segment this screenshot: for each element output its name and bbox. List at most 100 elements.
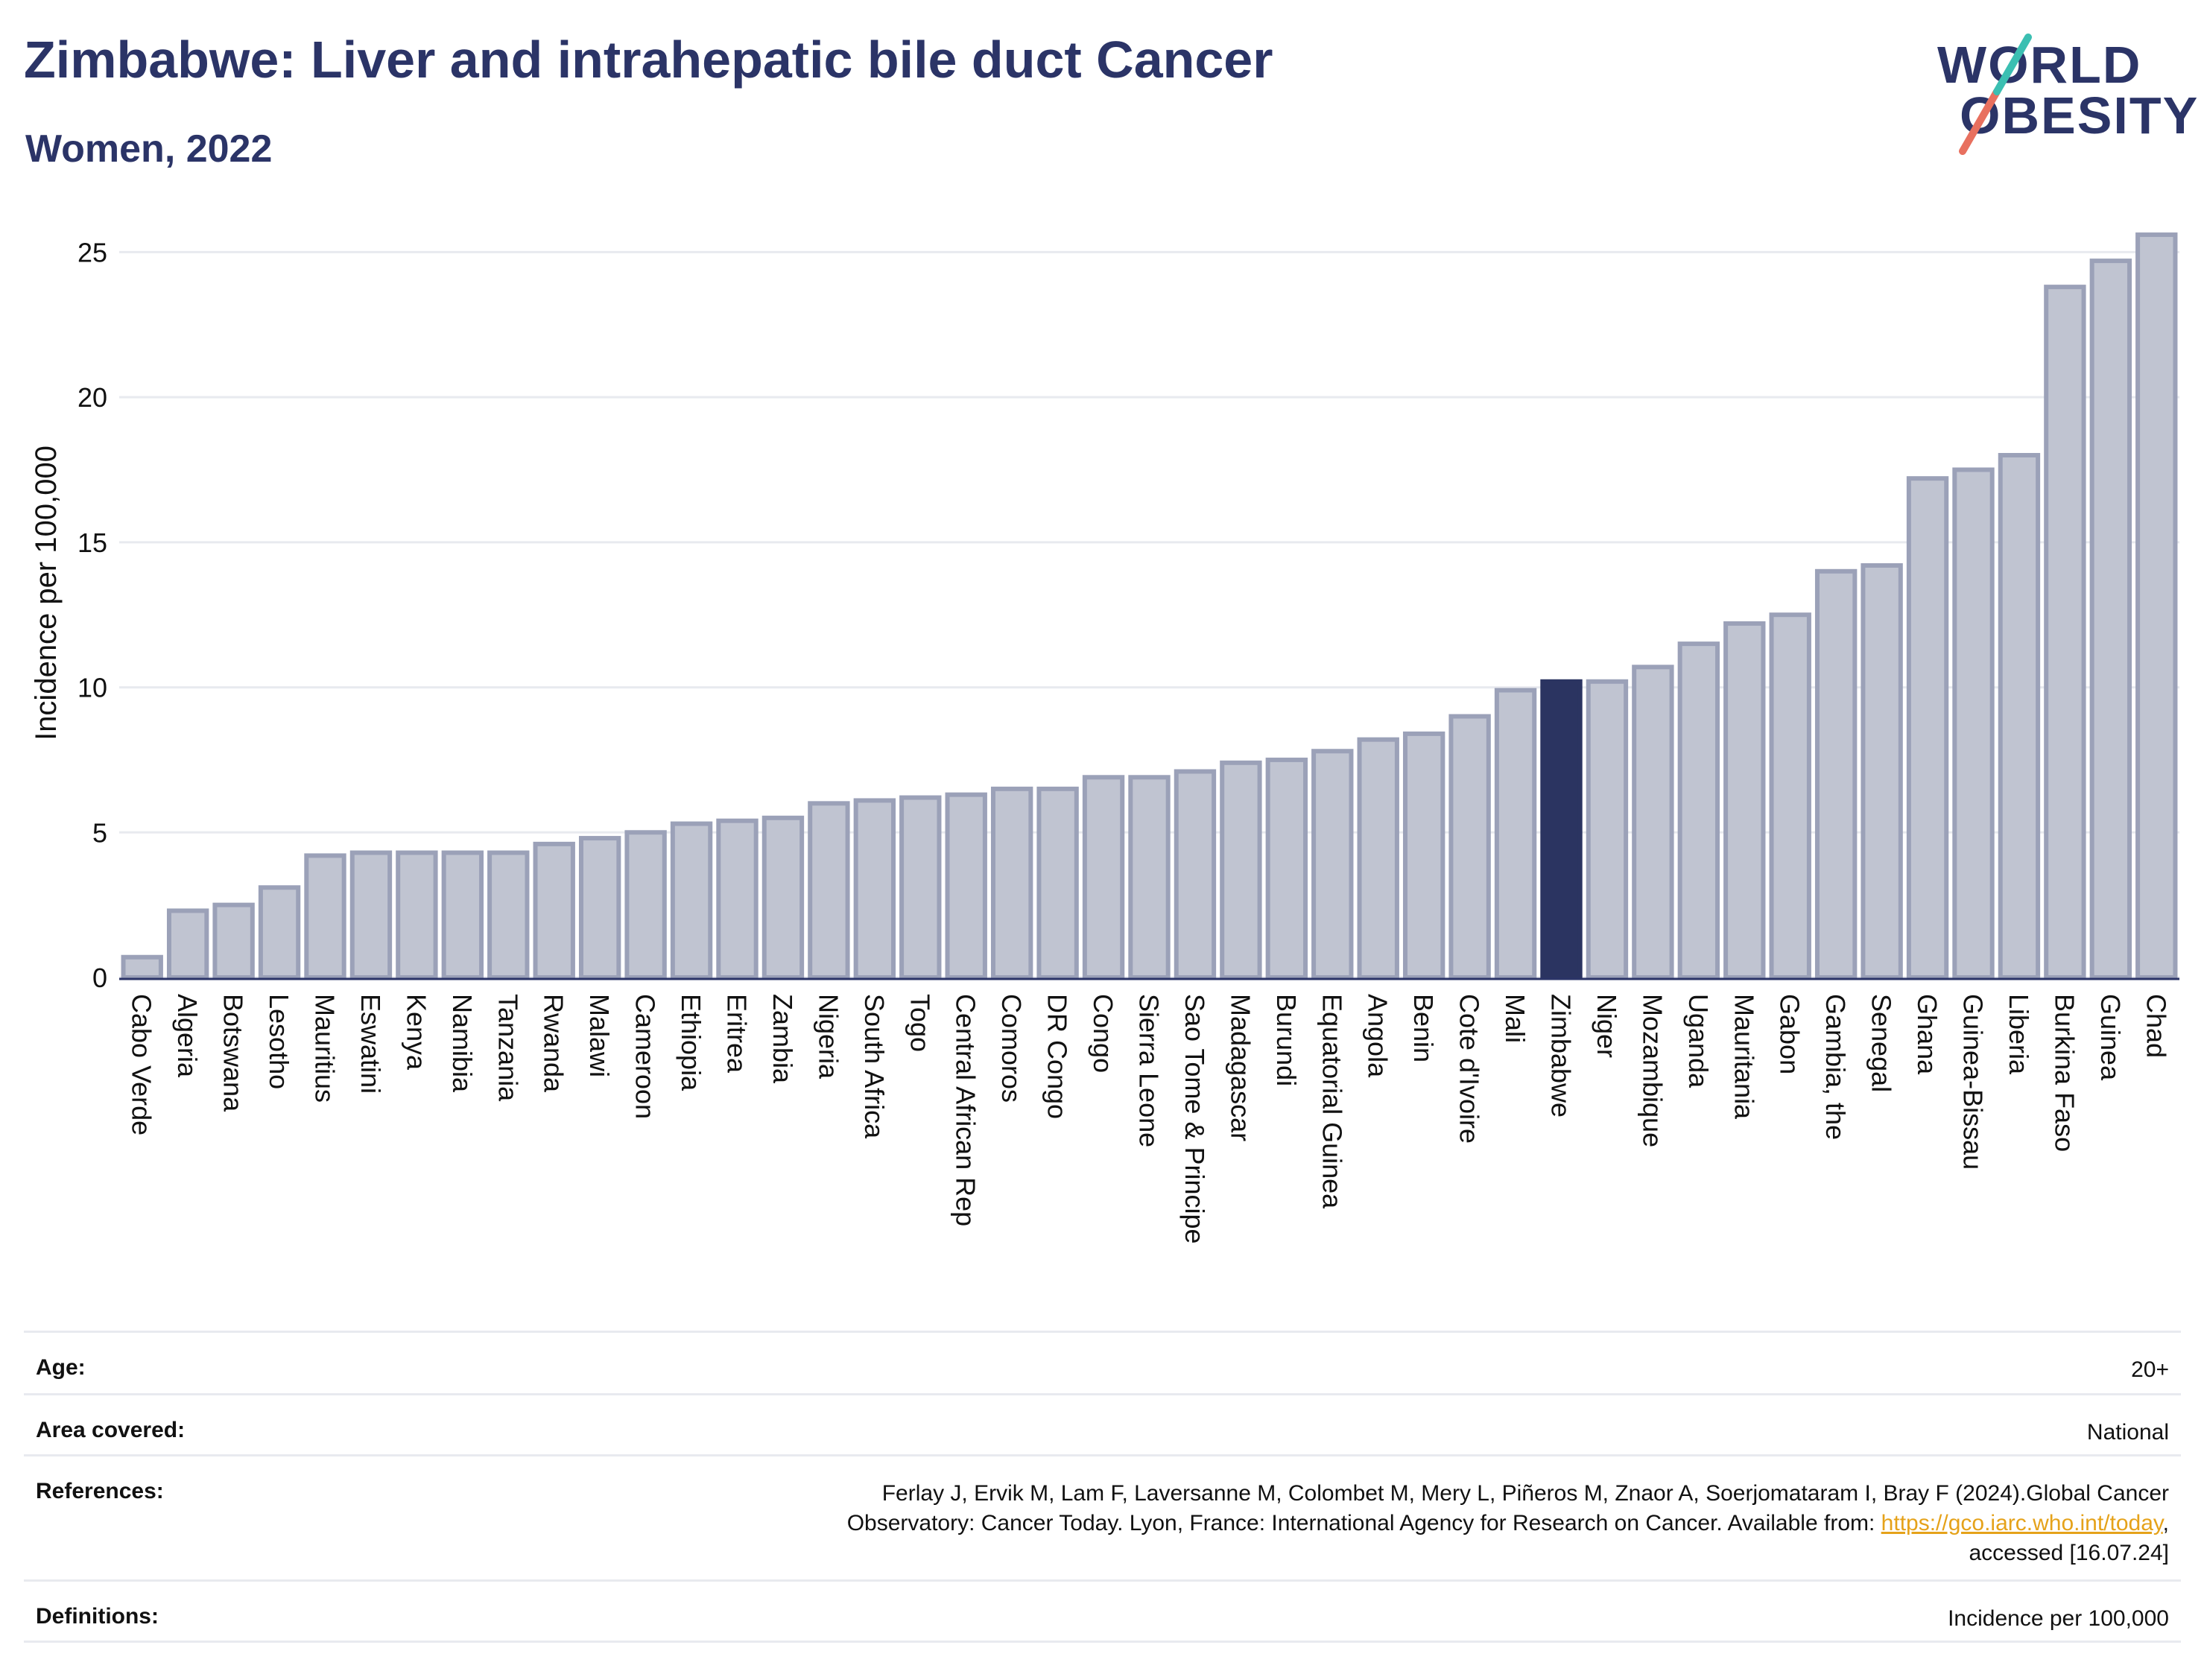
bar-botswana	[212, 902, 255, 980]
age-label: Age:	[36, 1355, 86, 1380]
x-tick-label: Gabon	[1775, 994, 1805, 1074]
y-tick-label: 25	[77, 237, 107, 267]
x-tick-label: Niger	[1592, 994, 1622, 1058]
bar-chad	[2135, 232, 2178, 980]
y-axis-ticks: 0 5 10 15 20 25	[77, 237, 107, 993]
x-tick-label: Zimbabwe	[1546, 994, 1577, 1118]
bar-guinea-bissau	[1952, 467, 1995, 980]
bar-algeria	[166, 908, 209, 980]
references-value: Ferlay J, Ervik M, Lam F, Laversanne M, …	[847, 1479, 2169, 1568]
meta-row-age: Age: 20+	[24, 1331, 2181, 1393]
area-label: Area covered:	[36, 1418, 186, 1442]
bar-ethiopia	[670, 821, 713, 980]
references-line-2: Observatory: Cancer Today. Lyon, France:…	[846, 1511, 1881, 1535]
bar-niger	[1586, 679, 1629, 980]
chart-title: Zimbabwe: Liver and intrahepatic bile du…	[24, 31, 1273, 89]
bar-ghana	[1906, 476, 1949, 980]
logo-line-1: WORLD	[1937, 36, 2142, 94]
references-link[interactable]: https://gco.iarc.who.int/today	[1881, 1511, 2163, 1535]
x-tick-label: Mali	[1500, 994, 1530, 1043]
bar-congo	[1082, 775, 1125, 980]
x-tick-label: Zambia	[767, 994, 798, 1084]
x-tick-label: Chad	[2141, 994, 2171, 1058]
bar-dr-congo	[1036, 786, 1079, 980]
x-tick-label: Malawi	[584, 994, 615, 1077]
bar-benin	[1402, 731, 1445, 980]
x-tick-label: Nigeria	[813, 994, 843, 1080]
x-tick-label: Togo	[905, 994, 935, 1052]
definitions-value: Incidence per 100,000	[1948, 1606, 2169, 1631]
x-tick-label: Eritrea	[722, 994, 753, 1074]
bar-malawi	[578, 836, 621, 980]
metadata-table: Age: 20+ Area covered: National Referenc…	[24, 1331, 2181, 1643]
y-tick-label: 20	[77, 382, 107, 413]
x-tick-label: Mozambique	[1637, 994, 1668, 1147]
world-obesity-logo: WORLD OBESITY	[1937, 21, 2197, 162]
x-tick-label: Mauritania	[1729, 994, 1759, 1120]
bar-senegal	[1861, 563, 1903, 980]
bar-gabon	[1769, 612, 1811, 980]
x-tick-label: Comoros	[996, 994, 1027, 1103]
bar-uganda	[1677, 641, 1720, 980]
bar-comoros	[990, 786, 1033, 980]
x-tick-label: Ghana	[1912, 994, 1942, 1075]
bar-angola	[1357, 737, 1399, 980]
x-tick-label: Madagascar	[1225, 994, 1255, 1141]
x-tick-label: Cote d'Ivoire	[1454, 994, 1485, 1144]
bar-togo	[899, 795, 942, 980]
bar-guinea	[2089, 259, 2132, 980]
bar-sierra-leone	[1128, 775, 1171, 980]
bar-central-african-rep	[945, 792, 987, 980]
y-tick-label: 10	[77, 673, 107, 703]
x-tick-label: Sao Tome & Principe	[1179, 994, 1210, 1244]
x-tick-label: Algeria	[172, 994, 203, 1078]
x-tick-label: South Africa	[859, 994, 890, 1139]
bar-tanzania	[487, 850, 530, 980]
x-tick-label: Central African Rep	[951, 994, 981, 1226]
bar-liberia	[1998, 453, 2041, 980]
bar-south-africa	[853, 798, 896, 980]
x-tick-label: Equatorial Guinea	[1317, 994, 1347, 1209]
bar-cameroon	[624, 830, 667, 980]
y-tick-label: 15	[77, 527, 107, 558]
bar-burkina-faso	[2044, 285, 2086, 980]
x-tick-label: Guinea	[2095, 994, 2126, 1081]
bar-cabo-verde	[121, 954, 163, 980]
x-tick-label: Burkina Faso	[2049, 994, 2080, 1152]
x-tick-label: Congo	[1088, 994, 1118, 1073]
bar-equatorial-guinea	[1311, 749, 1354, 980]
bar-cote-d-ivoire	[1448, 714, 1491, 980]
x-tick-label: Tanzania	[493, 994, 523, 1102]
x-tick-label: Gambia, the	[1820, 994, 1851, 1140]
x-tick-label: Kenya	[401, 994, 431, 1071]
bar-namibia	[441, 850, 484, 980]
y-tick-label: 5	[92, 817, 107, 848]
bar-mauritius	[304, 853, 346, 980]
bar-rwanda	[533, 841, 575, 980]
x-tick-label: Cameroon	[630, 994, 661, 1119]
x-tick-label: Liberia	[2004, 994, 2034, 1075]
y-axis-label: Incidence per 100,000	[30, 446, 63, 741]
logo-slash-icon	[1959, 34, 2032, 155]
area-value: National	[2086, 1420, 2169, 1445]
bar-kenya	[396, 850, 438, 980]
x-tick-label: Uganda	[1683, 994, 1714, 1088]
bar-gambia-the	[1814, 568, 1858, 980]
bar-mauritania	[1723, 621, 1766, 980]
references-line-3: accessed [16.07.24]	[1969, 1541, 2169, 1565]
x-tick-label: Senegal	[1866, 994, 1897, 1092]
logo-line-2: OBESITY	[1960, 86, 2200, 145]
y-tick-label: 0	[92, 963, 107, 993]
bar-chart: 0 5 10 15 20 25 Cabo Verde Algeria Botswana Leso…	[30, 232, 2179, 1244]
chart-subtitle: Women, 2022	[25, 127, 273, 171]
bars	[121, 232, 2178, 980]
bar-nigeria	[808, 801, 850, 980]
x-tick-label: Guinea-Bissau	[1958, 994, 1989, 1170]
meta-bottom-border	[24, 1641, 2181, 1643]
bar-sao-tome-principe	[1174, 769, 1217, 980]
meta-row-definitions: Definitions: Incidence per 100,000	[24, 1579, 2181, 1641]
bar-lesotho	[258, 885, 301, 980]
x-tick-label: Benin	[1408, 994, 1439, 1062]
x-tick-label: Cabo Verde	[127, 994, 157, 1135]
x-tick-label: Burundi	[1271, 994, 1302, 1086]
